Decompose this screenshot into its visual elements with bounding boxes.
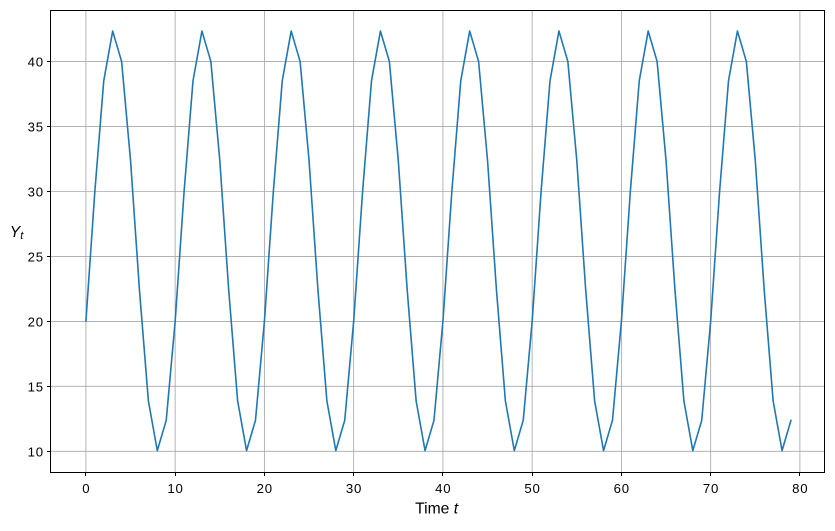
svg-text:40: 40 bbox=[28, 55, 44, 70]
svg-text:40: 40 bbox=[435, 481, 451, 496]
svg-text:15: 15 bbox=[28, 379, 44, 394]
svg-text:0: 0 bbox=[82, 481, 89, 496]
svg-text:70: 70 bbox=[703, 481, 719, 496]
svg-text:35: 35 bbox=[28, 120, 44, 135]
svg-text:20: 20 bbox=[28, 314, 44, 329]
svg-text:10: 10 bbox=[28, 444, 44, 459]
svg-text:10: 10 bbox=[167, 481, 183, 496]
svg-text:80: 80 bbox=[792, 481, 808, 496]
svg-text:25: 25 bbox=[28, 249, 44, 264]
svg-text:50: 50 bbox=[524, 481, 540, 496]
svg-text:Time t: Time t bbox=[415, 501, 459, 518]
svg-text:60: 60 bbox=[614, 481, 630, 496]
svg-text:30: 30 bbox=[346, 481, 362, 496]
svg-text:20: 20 bbox=[257, 481, 273, 496]
svg-text:30: 30 bbox=[28, 184, 44, 199]
